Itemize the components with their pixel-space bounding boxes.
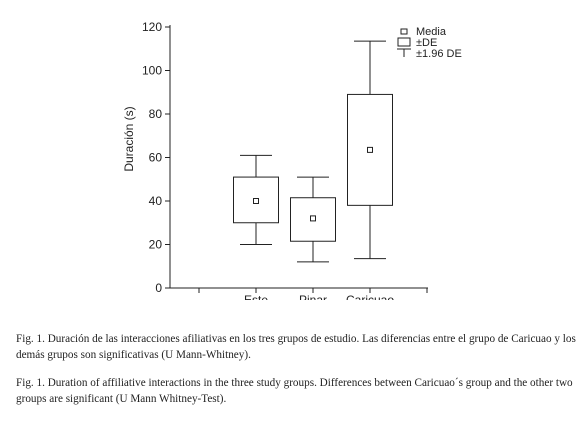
y-tick-label: 120 — [142, 20, 162, 34]
box-group — [347, 40, 393, 260]
y-tick-label: 40 — [149, 194, 163, 208]
x-tick-label: Este — [244, 293, 268, 300]
legend-label: ±DE — [416, 37, 437, 49]
sd-box — [290, 197, 336, 242]
y-tick-label: 80 — [149, 107, 163, 121]
y-tick-label: 60 — [149, 151, 163, 165]
legend-sd-box — [397, 37, 411, 47]
y-axis-ticks: 0 20 40 60 80 100 120 — [142, 20, 170, 295]
axes — [169, 25, 428, 289]
mean-marker — [253, 198, 259, 204]
y-axis-label: Duración (s) — [122, 106, 136, 171]
legend-mean-marker — [400, 28, 408, 35]
mean-marker — [310, 215, 316, 222]
y-tick-label: 20 — [149, 238, 163, 252]
legend-label: ±1.96 DE — [416, 48, 462, 60]
sd-box — [233, 176, 279, 224]
caption-spanish: Fig. 1. Duración de las interacciones af… — [16, 333, 576, 361]
sd-box — [347, 93, 393, 206]
box-series — [233, 40, 393, 263]
mean-marker — [367, 146, 373, 153]
y-tick-label: 0 — [155, 281, 162, 295]
y-tick-label: 100 — [142, 64, 162, 78]
x-tick-label: Caricuao — [346, 293, 394, 300]
caption-english: Fig. 1. Duration of affiliative interact… — [16, 377, 573, 405]
x-axis-ticks: EstePinarParqueCaricuao — [198, 288, 428, 300]
legend-label: Media — [416, 26, 447, 38]
legend: Media±DE±1.96 DE — [397, 26, 462, 60]
x-tick-label: Pinar — [299, 293, 327, 300]
box-group — [233, 154, 279, 245]
box-group — [290, 176, 336, 263]
